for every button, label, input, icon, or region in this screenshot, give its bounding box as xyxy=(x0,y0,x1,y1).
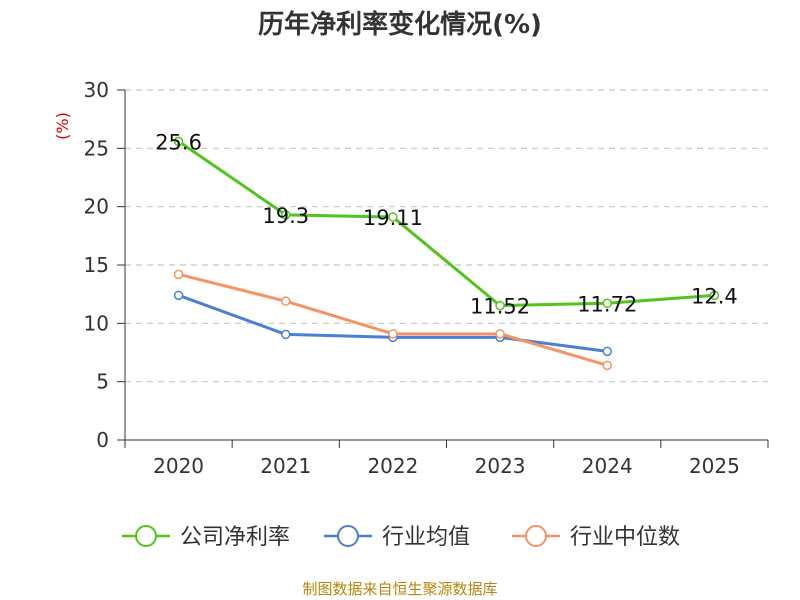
y-axis-label: (%) xyxy=(53,112,72,140)
data-label: 19.3 xyxy=(262,204,309,228)
data-label: 25.6 xyxy=(155,130,202,154)
y-tick-label: 25 xyxy=(84,136,109,160)
chart-title: 历年净利率变化情况(%) xyxy=(258,10,542,40)
data-point xyxy=(388,212,398,222)
legend-label: 行业中位数 xyxy=(570,525,680,550)
legend-swatch-marker xyxy=(525,525,547,547)
legend-label: 行业均值 xyxy=(382,525,470,550)
legend-swatch-marker xyxy=(337,525,359,547)
y-tick-label: 30 xyxy=(84,78,109,102)
data-label: 11.72 xyxy=(577,292,637,316)
y-tick-label: 20 xyxy=(84,195,109,219)
data-point xyxy=(173,290,184,301)
x-tick-label: 2025 xyxy=(689,454,740,478)
legend-swatch-marker xyxy=(135,525,157,547)
data-point xyxy=(173,136,184,147)
y-tick-label: 0 xyxy=(96,428,109,452)
data-point xyxy=(281,210,291,220)
data-label: 12.4 xyxy=(691,284,738,308)
data-point xyxy=(388,329,398,339)
x-tick-label: 2022 xyxy=(367,454,418,478)
y-tick-label: 10 xyxy=(84,311,109,335)
x-tick-label: 2020 xyxy=(153,454,204,478)
data-point xyxy=(495,329,505,339)
gridlines xyxy=(125,89,768,383)
source-note: 制图数据来自恒生聚源数据库 xyxy=(302,580,498,598)
data-point xyxy=(602,360,612,371)
legend-label: 公司净利率 xyxy=(180,525,290,550)
x-tick-label: 2023 xyxy=(475,454,526,478)
y-tick-label: 15 xyxy=(84,253,109,277)
data-point xyxy=(281,329,291,340)
data-point xyxy=(602,298,612,309)
x-tick-label: 2024 xyxy=(582,454,633,478)
y-tick-label: 5 xyxy=(96,370,109,394)
data-label: 19.11 xyxy=(363,206,423,230)
data-point xyxy=(281,296,291,306)
data-point xyxy=(495,300,505,311)
data-labels: 25.6 19.3 19.11 11.52 11.72 12.4 xyxy=(155,130,738,318)
data-point xyxy=(173,269,184,280)
data-point xyxy=(709,290,720,301)
x-tick-label: 2021 xyxy=(260,454,311,478)
series-lines xyxy=(173,136,720,371)
legend: 公司净利率 行业均值 行业中位数 xyxy=(122,525,680,550)
data-label: 11.52 xyxy=(470,295,530,319)
data-point xyxy=(602,346,612,357)
series-line-0 xyxy=(177,140,715,308)
